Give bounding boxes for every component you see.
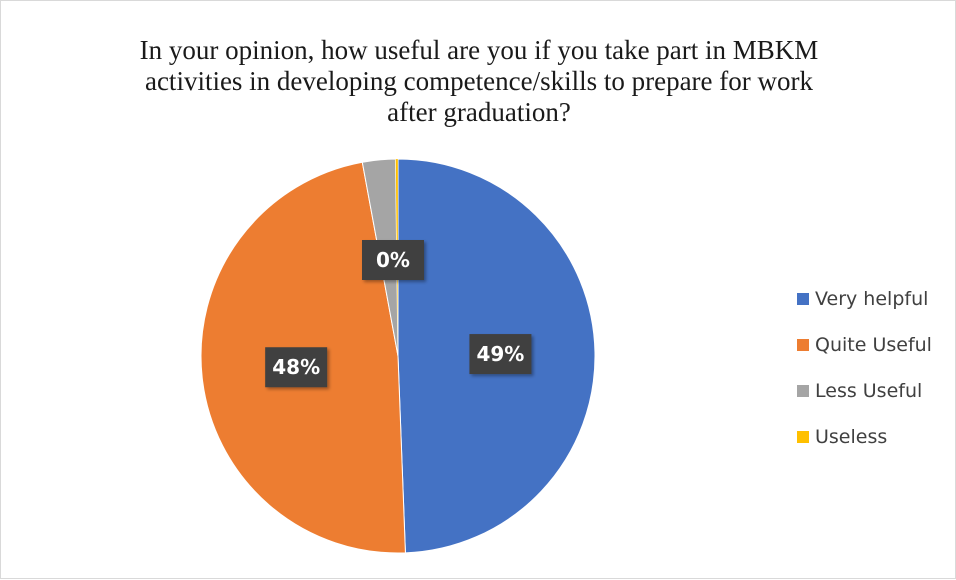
- legend-swatch: [797, 293, 809, 305]
- data-label-quite-useful: 48%: [265, 347, 328, 388]
- legend-item-very-helpful: Very helpful: [797, 276, 932, 322]
- legend-label: Quite Useful: [815, 334, 932, 356]
- data-label-box: [265, 347, 328, 388]
- data-label-less-useful: 0%: [362, 240, 424, 280]
- chart-title: In your opinion, how useful are you if y…: [139, 35, 819, 127]
- data-label-text: 48%: [272, 355, 320, 379]
- legend-item-quite-useful: Quite Useful: [797, 322, 932, 368]
- data-label-text: 49%: [476, 342, 524, 366]
- legend: Very helpful Quite Useful Less Useful Usele…: [797, 276, 932, 460]
- data-label-text: 0%: [376, 248, 410, 272]
- pie-slice-useless: [395, 158, 399, 357]
- data-label-very-helpful: 49%: [469, 334, 532, 375]
- legend-label: Useless: [815, 426, 888, 448]
- legend-label: Very helpful: [815, 288, 929, 310]
- data-label-box: [362, 240, 424, 280]
- legend-swatch: [797, 431, 809, 443]
- legend-label: Less Useful: [815, 380, 923, 402]
- legend-swatch: [797, 385, 809, 397]
- legend-swatch: [797, 339, 809, 351]
- legend-item-less-useful: Less Useful: [797, 368, 932, 414]
- data-label-box: [469, 334, 532, 375]
- legend-item-useless: Useless: [797, 414, 932, 460]
